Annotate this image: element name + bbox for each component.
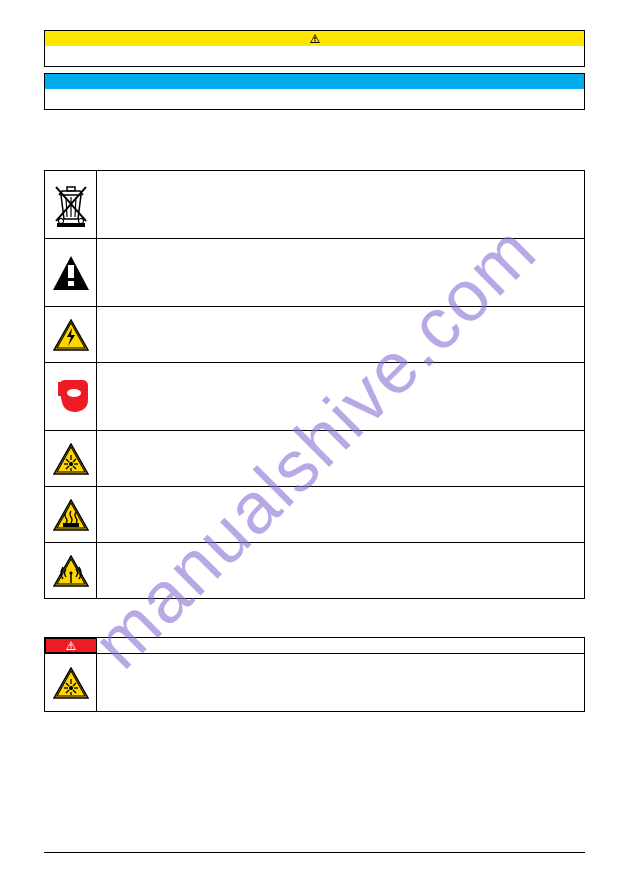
weee-icon [45, 171, 97, 239]
warning-icon [310, 34, 320, 43]
safety-icons-table [44, 170, 585, 599]
table-row [45, 487, 585, 543]
rf-desc [97, 543, 585, 599]
laser-icon [45, 431, 97, 487]
table-row [45, 171, 585, 239]
table-row [45, 363, 585, 431]
danger-header [45, 638, 97, 653]
table-row [45, 307, 585, 363]
laser-desc [97, 431, 585, 487]
table-row [45, 239, 585, 307]
danger-desc [97, 654, 585, 712]
face-shield-icon [45, 363, 97, 431]
table-row [45, 431, 585, 487]
caution-content [45, 46, 584, 66]
warning-icon [66, 641, 76, 650]
hot-desc [97, 487, 585, 543]
warning-icon [45, 239, 97, 307]
electric-desc [97, 307, 585, 363]
table-row [45, 654, 585, 712]
notice-header [45, 74, 584, 89]
face-shield-desc [97, 363, 585, 431]
hot-icon [45, 487, 97, 543]
warning-desc [97, 239, 585, 307]
danger-laser-icon [45, 654, 97, 712]
caution-box [44, 30, 585, 67]
notice-content [45, 89, 584, 109]
table-row [45, 543, 585, 599]
caution-header [45, 31, 584, 46]
electric-icon [45, 307, 97, 363]
footer-rule [44, 852, 585, 853]
weee-desc [97, 171, 585, 239]
danger-box [44, 637, 585, 712]
notice-box [44, 73, 585, 110]
rf-icon [45, 543, 97, 599]
